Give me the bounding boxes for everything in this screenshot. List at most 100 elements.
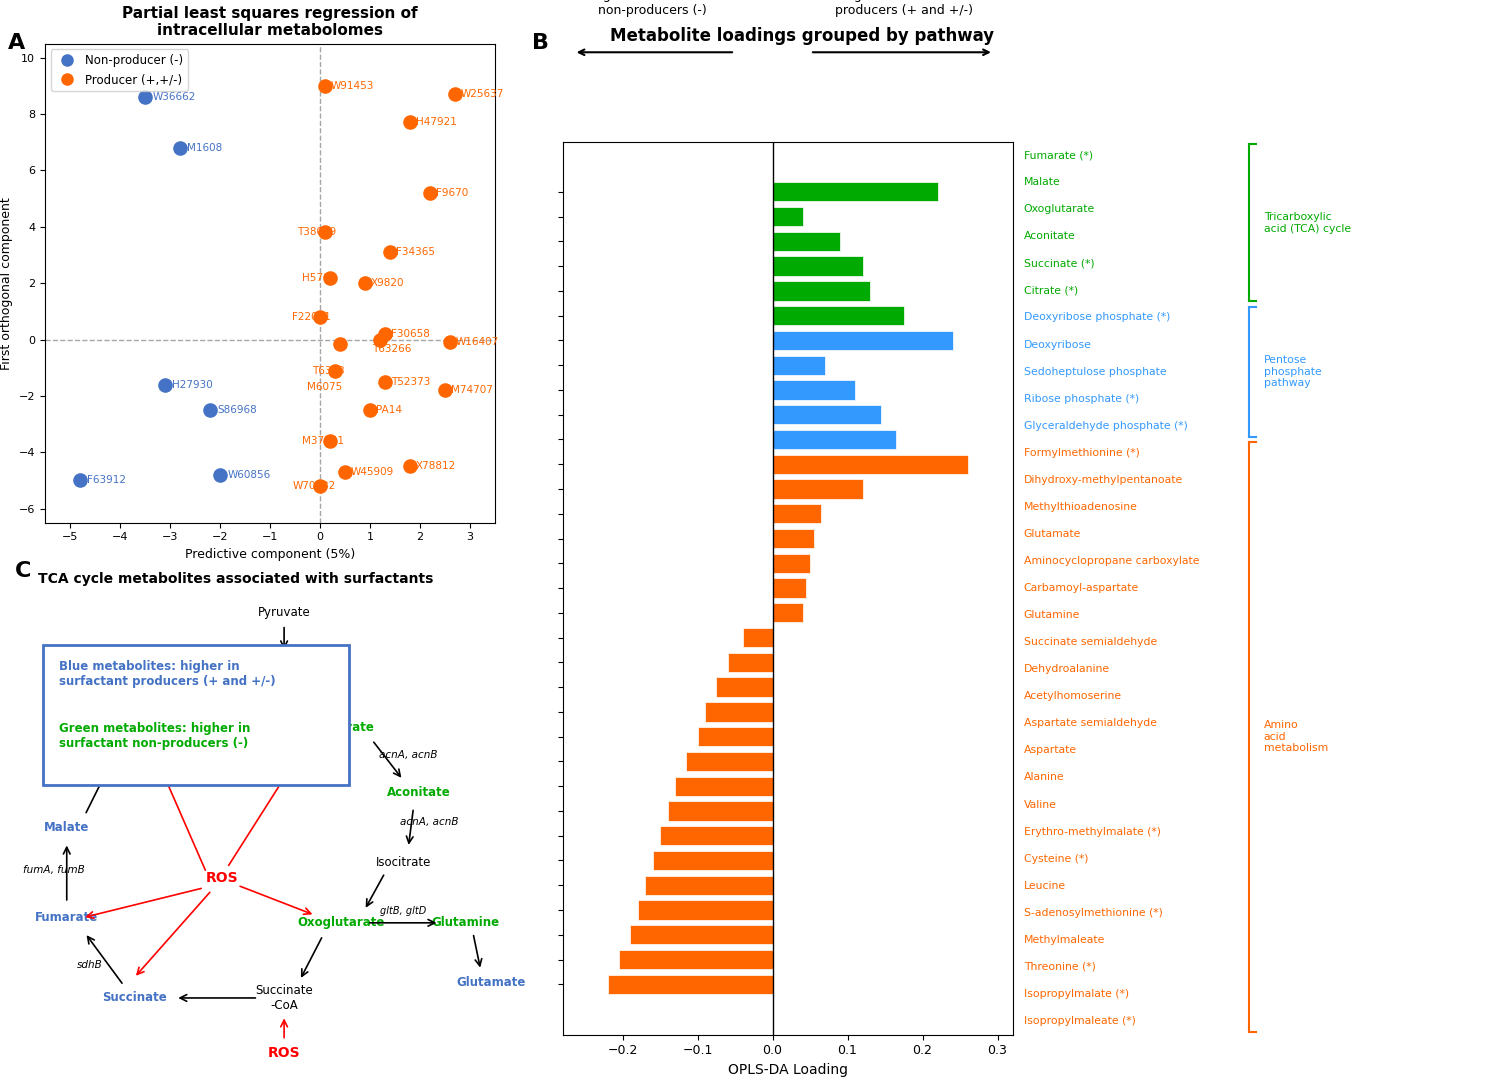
Text: Pentose
phosphate
pathway: Pentose phosphate pathway	[1263, 355, 1322, 388]
Text: Sedoheptulose phosphate: Sedoheptulose phosphate	[1024, 367, 1167, 377]
Text: S86968: S86968	[217, 405, 256, 415]
Text: sdhB: sdhB	[76, 959, 104, 970]
Text: Threonine (*): Threonine (*)	[1024, 962, 1095, 971]
Point	[438, 333, 462, 351]
Text: H5708: H5708	[303, 272, 336, 282]
Text: F22031: F22031	[292, 311, 332, 322]
Text: Amino
acid
metabolism: Amino acid metabolism	[1263, 720, 1328, 754]
Text: Citrate (*): Citrate (*)	[1024, 285, 1078, 295]
Text: W60856: W60856	[228, 469, 270, 480]
Text: Citrate: Citrate	[328, 721, 375, 734]
Text: Alanine: Alanine	[1024, 772, 1065, 783]
Text: X78812: X78812	[416, 462, 456, 472]
Text: Malate: Malate	[44, 821, 90, 834]
Text: Aspartate: Aspartate	[1024, 745, 1077, 756]
Point	[442, 86, 466, 103]
Text: Glutamine: Glutamine	[1024, 610, 1080, 620]
Text: Methylthioadenosine: Methylthioadenosine	[1024, 502, 1137, 512]
Text: Glutamine: Glutamine	[430, 916, 500, 929]
Bar	[772, 355, 825, 375]
Text: Tricarboxylic
acid (TCA) cycle: Tricarboxylic acid (TCA) cycle	[1263, 212, 1352, 233]
Text: acnA, acnB: acnA, acnB	[399, 817, 459, 828]
Bar	[742, 628, 772, 647]
Bar	[660, 827, 772, 845]
Text: Higher in surfactant
producers (+ and +/-): Higher in surfactant producers (+ and +/…	[834, 0, 972, 17]
Text: W25637: W25637	[460, 89, 504, 99]
Text: fumA, fumB: fumA, fumB	[22, 865, 84, 874]
Text: W36662: W36662	[153, 93, 197, 102]
Text: Malate: Malate	[1024, 178, 1060, 187]
Text: Valine: Valine	[1024, 799, 1056, 809]
Bar	[772, 380, 855, 400]
Text: T63266: T63266	[372, 344, 413, 354]
Text: Carbamoyl-aspartate: Carbamoyl-aspartate	[1024, 583, 1138, 594]
Point	[134, 88, 158, 106]
Text: Aconitate: Aconitate	[1024, 231, 1075, 242]
Text: Ribose phosphate (*): Ribose phosphate (*)	[1024, 393, 1138, 404]
Text: Erythro-methylmalate (*): Erythro-methylmalate (*)	[1024, 827, 1161, 836]
Text: Oxoglutarate: Oxoglutarate	[1024, 205, 1095, 215]
Text: Aminocyclopropane carboxylate: Aminocyclopropane carboxylate	[1024, 556, 1200, 566]
Point	[378, 244, 402, 261]
Bar	[772, 256, 862, 276]
Point	[374, 374, 398, 391]
Point	[318, 432, 342, 450]
Text: T6313: T6313	[312, 366, 345, 376]
Bar	[772, 454, 968, 474]
Text: W70332: W70332	[292, 481, 336, 491]
Text: Green metabolites: higher in
surfactant non-producers (-): Green metabolites: higher in surfactant …	[58, 722, 250, 750]
Bar	[772, 281, 870, 301]
Text: T38079: T38079	[297, 228, 336, 237]
Text: ROS: ROS	[206, 871, 238, 884]
Bar	[698, 727, 772, 746]
Point	[153, 376, 177, 393]
Bar	[630, 926, 772, 944]
Bar	[772, 504, 822, 524]
Bar	[772, 331, 952, 350]
Text: Deoxyribose: Deoxyribose	[1024, 340, 1092, 350]
Text: Leucine: Leucine	[1024, 881, 1066, 891]
Bar	[717, 677, 772, 697]
Text: Deoxyribose phosphate (*): Deoxyribose phosphate (*)	[1024, 313, 1170, 322]
Text: X9820: X9820	[370, 278, 405, 289]
Point	[374, 326, 398, 343]
Point	[322, 362, 346, 379]
Text: C: C	[15, 561, 32, 580]
Bar	[645, 876, 772, 895]
Bar	[772, 578, 807, 598]
Text: F63912: F63912	[87, 476, 126, 486]
Point	[168, 139, 192, 157]
Bar	[772, 306, 903, 326]
Bar	[608, 975, 772, 994]
Text: W45909: W45909	[351, 467, 394, 477]
Title: Partial least squares regression of
intracellular metabolomes: Partial least squares regression of intr…	[122, 5, 418, 38]
Bar	[705, 702, 772, 722]
Point	[308, 477, 332, 494]
X-axis label: OPLS-DA Loading: OPLS-DA Loading	[728, 1063, 848, 1077]
Point	[328, 335, 352, 353]
Text: Metabolite loadings grouped by pathway: Metabolite loadings grouped by pathway	[610, 27, 995, 46]
Point	[318, 269, 342, 286]
Text: Fumarate (*): Fumarate (*)	[1024, 150, 1094, 160]
Bar	[772, 430, 897, 449]
Text: PA14: PA14	[376, 405, 402, 415]
Point	[368, 331, 392, 348]
Text: Succinate
-CoA: Succinate -CoA	[255, 984, 314, 1012]
Text: F34365: F34365	[396, 247, 435, 257]
Text: M37351: M37351	[303, 436, 345, 446]
Bar	[675, 776, 772, 796]
Text: Dehydroalanine: Dehydroalanine	[1024, 664, 1110, 674]
Text: Glutamate: Glutamate	[456, 977, 526, 990]
Text: M1608: M1608	[188, 143, 222, 152]
Text: Higher in surfactant
non-producers (-): Higher in surfactant non-producers (-)	[590, 0, 716, 17]
Bar	[652, 851, 772, 870]
Text: Fumarate: Fumarate	[34, 911, 99, 925]
Text: F9670: F9670	[436, 188, 468, 198]
Text: Isopropylmaleate (*): Isopropylmaleate (*)	[1024, 1016, 1136, 1026]
Point	[308, 308, 332, 326]
Text: M6075: M6075	[308, 382, 342, 392]
Bar	[668, 802, 772, 821]
Text: F30658: F30658	[392, 329, 430, 339]
Text: TCA cycle metabolites associated with surfactants: TCA cycle metabolites associated with su…	[38, 572, 433, 586]
Text: ROS: ROS	[268, 1047, 300, 1060]
